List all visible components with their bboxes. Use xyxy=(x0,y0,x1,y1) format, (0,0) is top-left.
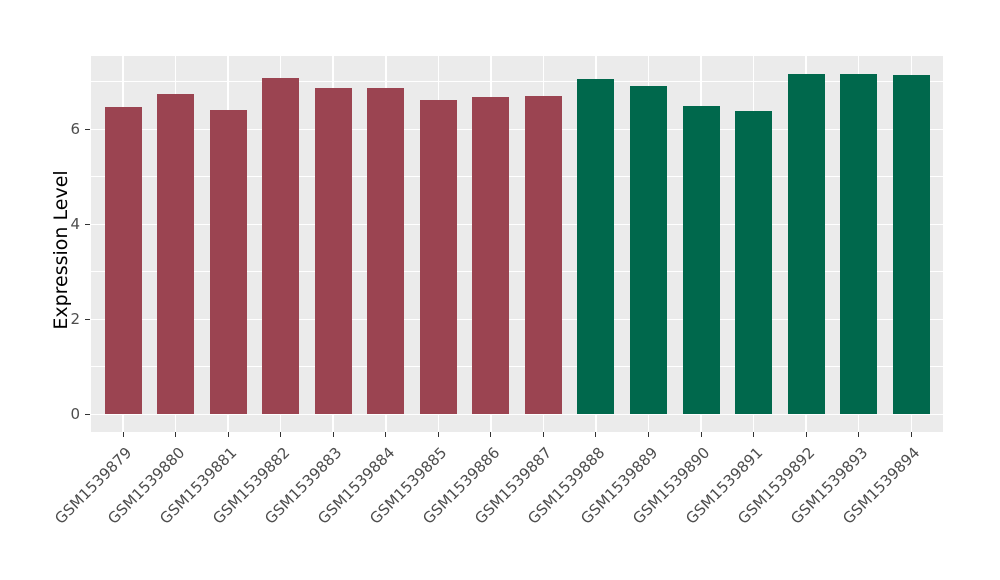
minor-gridline xyxy=(91,271,943,273)
bar-GSM1539884 xyxy=(367,88,405,415)
x-tick-mark xyxy=(700,432,702,437)
y-tick-label: 6 xyxy=(70,120,80,139)
bar-GSM1539888 xyxy=(577,78,615,415)
major-gridline xyxy=(91,413,943,416)
bar-GSM1539883 xyxy=(314,88,352,415)
bar-GSM1539893 xyxy=(840,73,878,415)
minor-gridline xyxy=(91,81,943,83)
x-tick-mark xyxy=(175,432,177,437)
x-tick-mark xyxy=(910,432,912,437)
bar-GSM1539892 xyxy=(787,73,825,415)
y-tick-mark xyxy=(85,318,90,320)
major-gridline xyxy=(91,223,943,226)
x-tick-mark xyxy=(595,432,597,437)
major-gridline xyxy=(91,318,943,321)
y-tick-label: 4 xyxy=(70,215,80,234)
y-axis-title: Expression Level xyxy=(50,170,72,330)
plot-panel xyxy=(91,56,943,432)
bar-GSM1539879 xyxy=(104,106,142,415)
y-tick-label: 0 xyxy=(70,405,80,424)
x-tick-mark xyxy=(805,432,807,437)
minor-gridline xyxy=(91,366,943,368)
x-tick-mark xyxy=(858,432,860,437)
x-tick-mark xyxy=(648,432,649,437)
bar-GSM1539886 xyxy=(472,96,510,415)
x-tick-mark xyxy=(227,432,229,437)
x-tick-mark xyxy=(385,432,387,437)
x-tick-mark xyxy=(332,432,334,437)
y-tick-label: 2 xyxy=(70,310,80,329)
y-tick-mark xyxy=(85,223,90,225)
bar-GSM1539890 xyxy=(682,105,720,415)
bar-GSM1539894 xyxy=(892,74,930,415)
bar-GSM1539889 xyxy=(630,85,667,415)
bar-GSM1539887 xyxy=(524,95,562,415)
bar-GSM1539885 xyxy=(419,99,457,415)
x-tick-mark xyxy=(437,432,439,437)
x-tick-mark xyxy=(490,432,492,437)
bar-GSM1539891 xyxy=(735,110,773,415)
x-tick-mark xyxy=(753,432,755,437)
y-tick-mark xyxy=(85,128,90,130)
x-tick-mark xyxy=(542,432,544,437)
bar-GSM1539881 xyxy=(209,109,247,415)
x-tick-mark xyxy=(122,432,124,437)
bar-GSM1539882 xyxy=(262,77,300,415)
minor-gridline xyxy=(91,176,943,178)
y-tick-mark xyxy=(85,413,90,415)
x-tick-mark xyxy=(280,432,282,437)
bar-GSM1539880 xyxy=(157,94,195,415)
major-gridline xyxy=(91,128,943,131)
